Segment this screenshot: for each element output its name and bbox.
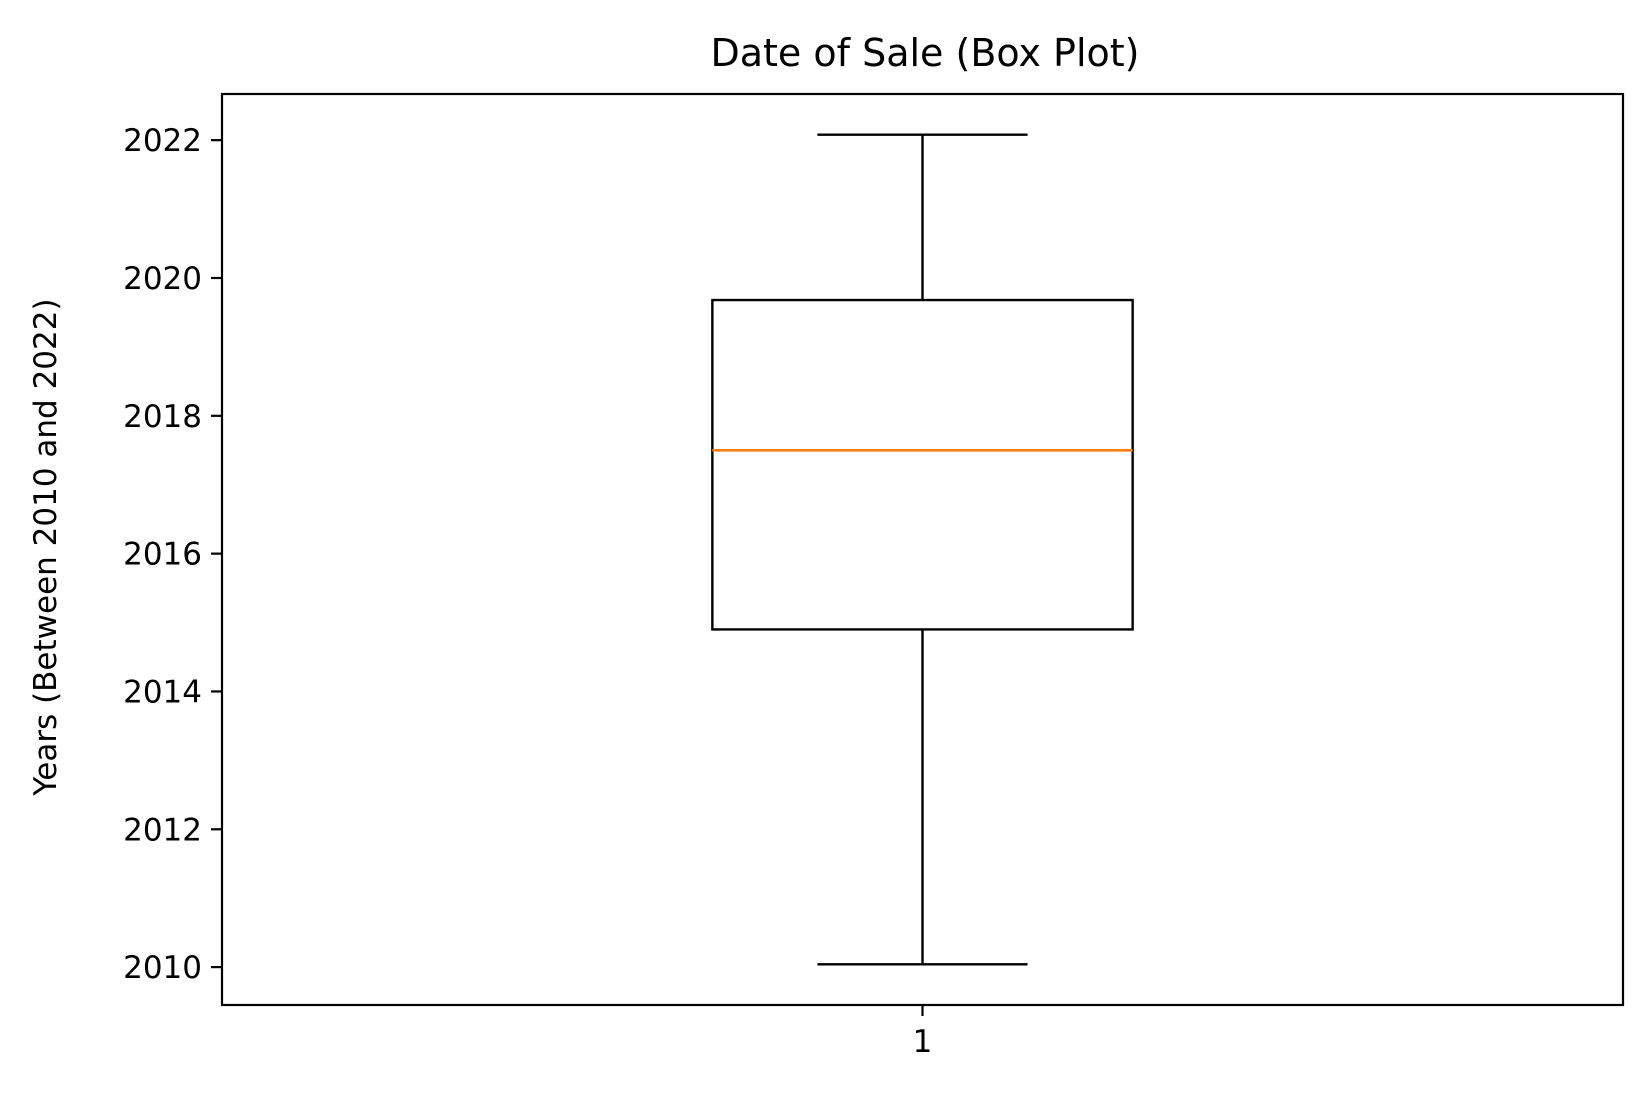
y-tick-label-2014: 2014 [123, 674, 202, 710]
chart-title: Date of Sale (Box Plot) [710, 31, 1139, 75]
y-tick-label-2010: 2010 [123, 950, 202, 986]
y-tick-label-2016: 2016 [123, 537, 202, 573]
interquartile-box [711, 298, 1134, 631]
y-tick-label-2018: 2018 [123, 399, 202, 435]
y-axis-label: Years (Between 2010 and 2022) [28, 298, 64, 796]
plot-area-frame [220, 92, 1625, 1007]
y-tick-label-2020: 2020 [123, 261, 202, 297]
x-axis-ticks: 1 [913, 1005, 933, 1060]
y-tick-label-2022: 2022 [123, 123, 202, 159]
x-tick-label-1: 1 [913, 1024, 933, 1060]
y-tick-label-2012: 2012 [123, 812, 202, 848]
y-axis-ticks: 2010 2012 2014 2016 2018 2020 2022 [123, 123, 222, 986]
box-group [711, 133, 1134, 966]
